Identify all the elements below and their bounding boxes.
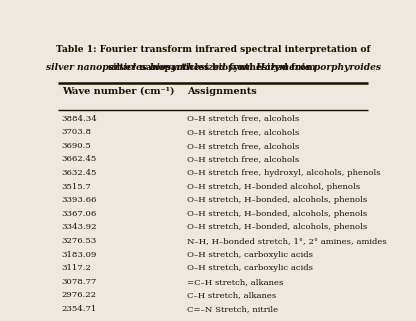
Text: 3393.66: 3393.66 xyxy=(62,196,97,204)
Text: O–H stretch free, hydroxyl, alcohols, phenols: O–H stretch free, hydroxyl, alcohols, ph… xyxy=(188,169,381,177)
Text: O–H stretch, H–bonded, alcohols, phenols: O–H stretch, H–bonded, alcohols, phenols xyxy=(188,196,368,204)
Text: O–H stretch, carboxylic acids: O–H stretch, carboxylic acids xyxy=(188,264,313,272)
Text: 3367.06: 3367.06 xyxy=(62,210,97,218)
Text: 3343.92: 3343.92 xyxy=(62,223,97,231)
Text: 3884.34: 3884.34 xyxy=(62,115,97,123)
Text: 3662.45: 3662.45 xyxy=(62,155,97,163)
Text: 3183.09: 3183.09 xyxy=(62,251,97,259)
Text: O–H stretch, H–bonded alcohol, phenols: O–H stretch, H–bonded alcohol, phenols xyxy=(188,183,361,191)
Text: 3276.53: 3276.53 xyxy=(62,237,97,245)
Text: 2976.22: 2976.22 xyxy=(62,291,97,299)
Text: Assignments: Assignments xyxy=(188,87,257,96)
Text: 2354.71: 2354.71 xyxy=(62,305,97,313)
Text: 3703.8: 3703.8 xyxy=(62,128,92,136)
Text: 3632.45: 3632.45 xyxy=(62,169,97,177)
Text: C=–N Stretch, nitrile: C=–N Stretch, nitrile xyxy=(188,305,279,313)
Text: 3078.77: 3078.77 xyxy=(62,278,97,286)
Text: 3690.5: 3690.5 xyxy=(62,142,92,150)
Text: Table 1: Fourier transform infrared spectral interpretation of: Table 1: Fourier transform infrared spec… xyxy=(56,45,371,54)
Text: O–H stretch, carboxylic acids: O–H stretch, carboxylic acids xyxy=(188,251,313,259)
Text: N–H, H–bonded stretch, 1°, 2° amines, amides: N–H, H–bonded stretch, 1°, 2° amines, am… xyxy=(188,237,387,245)
Text: O–H stretch free, alcohols: O–H stretch free, alcohols xyxy=(188,115,300,123)
Text: Wave number (cm⁻¹): Wave number (cm⁻¹) xyxy=(62,87,174,96)
Text: C–H stretch, alkanes: C–H stretch, alkanes xyxy=(188,291,277,299)
Text: silver nanoparticles biosynthesized from Halymenia porphyroides: silver nanoparticles biosynthesized from… xyxy=(46,63,381,72)
Text: O–H stretch free, alcohols: O–H stretch free, alcohols xyxy=(188,155,300,163)
Text: O–H stretch free, alcohols: O–H stretch free, alcohols xyxy=(188,142,300,150)
Text: O–H stretch, H–bonded, alcohols, phenols: O–H stretch, H–bonded, alcohols, phenols xyxy=(188,210,368,218)
Text: O–H stretch free, alcohols: O–H stretch free, alcohols xyxy=(188,128,300,136)
Text: 3117.2: 3117.2 xyxy=(62,264,92,272)
Text: O–H stretch, H–bonded, alcohols, phenols: O–H stretch, H–bonded, alcohols, phenols xyxy=(188,223,368,231)
Text: silver nanoparticles biosynthesized from: silver nanoparticles biosynthesized from xyxy=(108,63,319,72)
Text: =C–H stretch, alkanes: =C–H stretch, alkanes xyxy=(188,278,284,286)
Text: 3515.7: 3515.7 xyxy=(62,183,92,191)
